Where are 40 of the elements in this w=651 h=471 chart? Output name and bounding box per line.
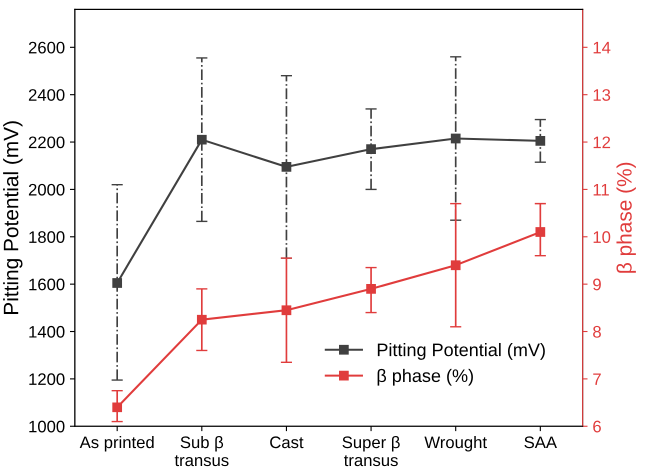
y2-tick-label: 14 (594, 42, 610, 54)
point (112, 278, 122, 288)
y-tick-label: 2200 (28, 136, 64, 148)
point (366, 284, 376, 294)
y2-tick-label: 8 (593, 326, 601, 338)
y2-tick-label: 10 (594, 231, 610, 243)
point (535, 227, 546, 237)
y2-tick-label: 9 (593, 278, 601, 290)
x-tick-label: Cast (270, 436, 304, 448)
y2-tick-label: 13 (594, 89, 610, 101)
y2-tick-label: 11 (594, 184, 609, 196)
y-axis-title: Pitting Potential (mV) (3, 121, 23, 314)
x-tick-label: Wrought (424, 436, 487, 452)
x-tick-label: Super β transus (342, 436, 400, 466)
point (196, 134, 207, 145)
x-tick-label: Sub β transus (174, 436, 229, 466)
point (450, 134, 461, 144)
point (366, 144, 376, 154)
legend-label: β phase (%) (378, 368, 473, 386)
y-tick-label: 1000 (29, 420, 64, 432)
y2-tick-label: 6 (593, 420, 601, 432)
point (282, 305, 292, 316)
y-tick-label: 1400 (29, 326, 64, 338)
point (450, 260, 461, 270)
point (112, 402, 122, 412)
y2-tick-label: 12 (594, 136, 610, 148)
y2-axis-title: β phase (%) (616, 162, 636, 273)
y-tick-label: 2400 (28, 89, 64, 101)
y-tick-label: 2600 (28, 42, 64, 54)
x-tick-label: As printed (80, 436, 154, 452)
y-tick-label: 1200 (29, 373, 64, 386)
point (535, 136, 546, 146)
y-tick-label: 1600 (29, 278, 64, 290)
point (196, 314, 207, 325)
y-tick-label: 2000 (28, 184, 64, 196)
legend-label: Pitting Potential (mV) (378, 342, 545, 360)
point (282, 162, 292, 172)
y2-tick-label: 7 (593, 373, 601, 385)
x-tick-label: SAA (524, 436, 557, 448)
y-tick-label: 1800 (29, 231, 64, 243)
